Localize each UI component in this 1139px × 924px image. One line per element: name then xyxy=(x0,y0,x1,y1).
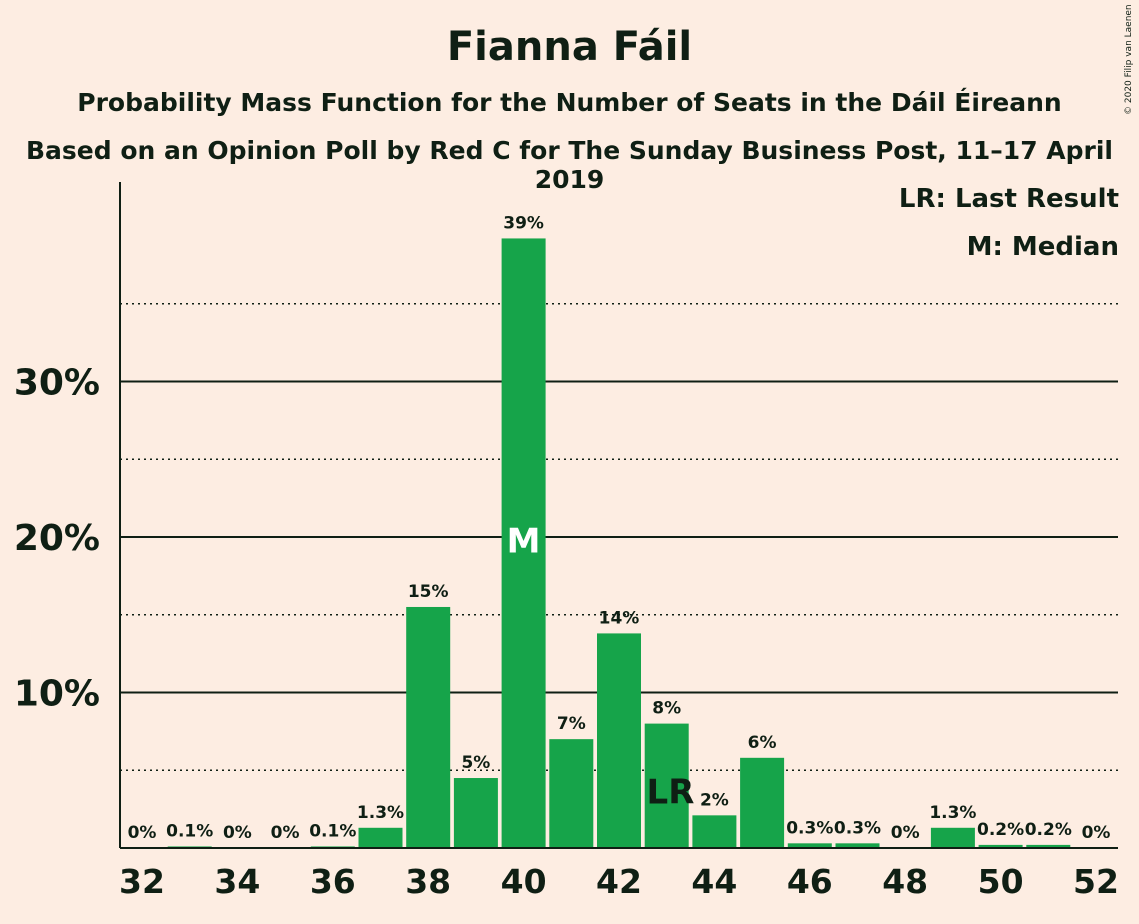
bar-value-label: 5% xyxy=(461,753,490,773)
bar-value-label: 2% xyxy=(700,790,729,810)
bar-value-label: 0.2% xyxy=(1025,820,1072,840)
bar-seat-42 xyxy=(597,633,641,848)
x-tick-label: 38 xyxy=(405,862,451,901)
bar-value-label: 1.3% xyxy=(929,803,976,823)
x-tick-label: 46 xyxy=(787,862,833,901)
bar-seat-50 xyxy=(978,844,1023,848)
bar-seat-46 xyxy=(787,843,832,848)
median-marker: M xyxy=(507,522,541,562)
bar-seat-43 xyxy=(644,723,689,848)
y-tick-label: 10% xyxy=(14,674,100,715)
bar-seat-37 xyxy=(358,827,403,848)
bar-value-label: 39% xyxy=(503,213,544,233)
legend-last-result: LR: Last Result xyxy=(898,184,1119,214)
bar-seat-40 xyxy=(501,238,546,848)
bar-value-label: 0% xyxy=(271,823,300,843)
bar-layer xyxy=(167,238,1071,848)
bar-value-label: 15% xyxy=(408,582,449,602)
bar-value-label: 0.1% xyxy=(166,821,213,841)
axis-layer: 10% 20% 30% 32 34 36 38 40 42 44 46 48 50 52 xyxy=(14,182,1119,901)
x-tick-label: 50 xyxy=(978,862,1024,901)
x-tick-label: 32 xyxy=(119,862,165,901)
bar-value-label: 0% xyxy=(891,823,920,843)
x-tick-label: 36 xyxy=(310,862,356,901)
bar-value-label: 0% xyxy=(223,823,252,843)
bar-value-label: 7% xyxy=(557,714,586,734)
bar-value-label: 1.3% xyxy=(357,803,404,823)
bar-value-label: 0% xyxy=(1082,823,1111,843)
bar-value-label: 14% xyxy=(599,608,640,628)
chart-source-line: Based on an Opinion Poll by Red C for Th… xyxy=(26,136,1113,194)
bar-seat-45 xyxy=(740,757,785,848)
y-tick-label: 30% xyxy=(14,363,100,404)
bar-value-label: 0.3% xyxy=(834,818,881,838)
x-tick-label: 34 xyxy=(214,862,260,901)
bar-seat-41 xyxy=(549,739,594,848)
x-tick-label: 42 xyxy=(596,862,642,901)
legend-median: M: Median xyxy=(966,232,1119,262)
bar-value-label: 0.3% xyxy=(786,818,833,838)
y-tick-label: 20% xyxy=(14,518,100,559)
x-tick-label: 40 xyxy=(501,862,547,901)
bar-value-label: 6% xyxy=(748,733,777,753)
chart-subtitle: Probability Mass Function for the Number… xyxy=(77,88,1062,117)
last-result-marker: LR xyxy=(647,772,695,812)
bar-value-label: 0.2% xyxy=(977,820,1024,840)
x-tick-label: 44 xyxy=(691,862,737,901)
chart-title: Fianna Fáil xyxy=(446,24,693,70)
bar-seat-44 xyxy=(692,815,737,848)
x-tick-label: 52 xyxy=(1073,862,1119,901)
label-layer: 0% 0.1% 0% 0% 0.1%1.3%15%5%39%M7%14%8%2%LR6%… xyxy=(128,213,1111,843)
bar-value-label: 0.1% xyxy=(309,821,356,841)
bar-value-label: 8% xyxy=(652,699,681,719)
bar-seat-49 xyxy=(930,827,975,848)
bar-value-label: 0% xyxy=(128,823,157,843)
bar-seat-38 xyxy=(406,606,451,848)
bar-seat-39 xyxy=(453,778,498,848)
x-tick-label: 48 xyxy=(882,862,928,901)
bar-seat-47 xyxy=(835,843,880,848)
bar-seat-51 xyxy=(1026,844,1071,848)
